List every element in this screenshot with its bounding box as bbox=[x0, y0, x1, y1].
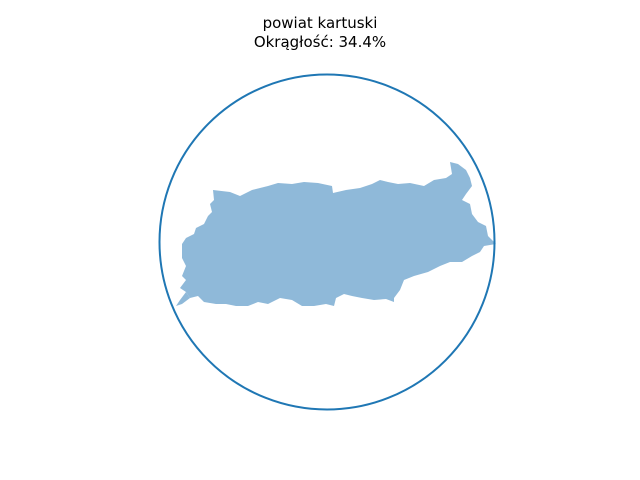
region-inlet-tail bbox=[176, 292, 190, 306]
chart-subtitle: Okrągłość: 34.4% bbox=[253, 33, 387, 51]
chart-title-block: powiat kartuski Okrągłość: 34.4% bbox=[0, 14, 640, 52]
enclosing-circle bbox=[158, 73, 496, 411]
region-shape bbox=[180, 162, 496, 306]
chart-title: powiat kartuski bbox=[262, 14, 378, 32]
